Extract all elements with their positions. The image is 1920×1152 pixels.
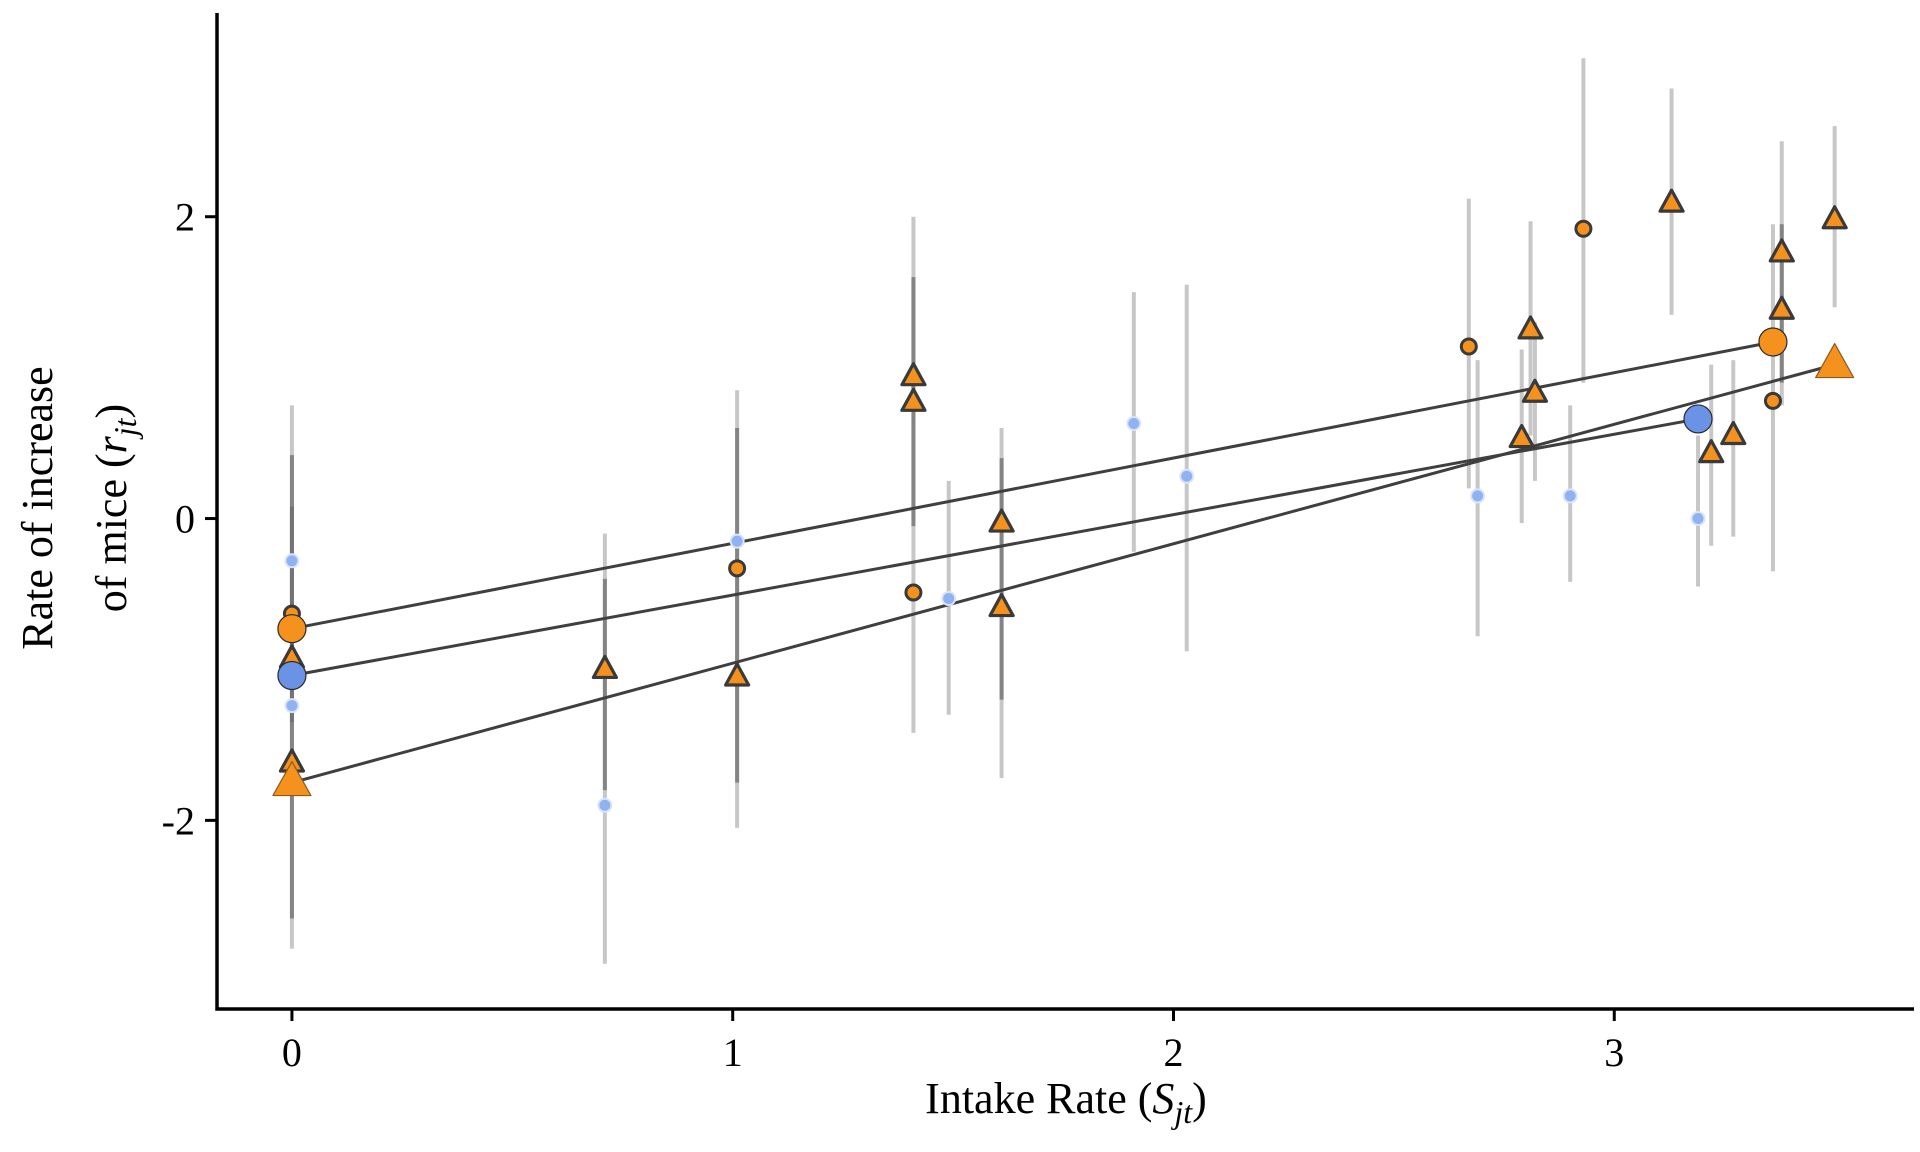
data-point (941, 591, 957, 607)
fit-line-3 (291, 363, 1836, 785)
data-point (1574, 219, 1593, 238)
data-point (1768, 238, 1795, 263)
data-point (1690, 511, 1706, 527)
x-tick-label: 2 (1163, 1030, 1183, 1075)
mean-point (1683, 404, 1713, 434)
data-point (728, 559, 747, 578)
data-point (724, 662, 751, 687)
data-point (988, 592, 1015, 618)
data-point (1821, 205, 1848, 230)
data-point (1508, 423, 1535, 449)
data-point (1126, 415, 1142, 431)
data-point (1521, 378, 1549, 403)
mean-point (1815, 342, 1855, 379)
error-bars (289, 58, 1837, 964)
data-point (988, 508, 1015, 533)
ticks: 0 1 2 3 -2 0 2 (162, 195, 1625, 1075)
data-point (591, 654, 618, 680)
data-point (1179, 468, 1195, 484)
data-point (1763, 391, 1782, 410)
axis-lines (215, 13, 1914, 1011)
fit-line-2 (291, 417, 1699, 677)
y-tick-label: 2 (175, 195, 195, 240)
data-point (904, 583, 923, 602)
y-axis-title-line2: of mice (rjt) (87, 404, 143, 612)
x-axis-title: Intake Rate (Sjt) (925, 1074, 1207, 1130)
fit-line-1 (291, 340, 1774, 631)
data-point (1658, 188, 1685, 213)
data-point (284, 553, 300, 569)
data-point (1768, 295, 1795, 320)
mean-point (272, 760, 312, 797)
data-point (284, 698, 300, 714)
fit-lines (291, 340, 1836, 785)
data-point (900, 362, 927, 387)
data-points (272, 188, 1855, 813)
data-point (1470, 488, 1486, 504)
data-point (900, 387, 927, 412)
x-tick-label: 0 (282, 1030, 302, 1075)
data-point (729, 533, 745, 549)
mean-point (277, 614, 307, 644)
data-point (1698, 439, 1725, 464)
data-point (1459, 337, 1478, 356)
y-axis-title-line1: Rate of increase (13, 366, 62, 649)
x-tick-label: 1 (723, 1030, 743, 1075)
mean-point (277, 660, 307, 691)
data-point (1720, 420, 1747, 446)
data-point (1517, 315, 1544, 340)
data-point (597, 797, 613, 813)
mean-point (1758, 327, 1788, 357)
x-tick-label: 3 (1604, 1030, 1624, 1075)
y-tick-label: 0 (175, 497, 195, 542)
y-tick-label: -2 (162, 798, 195, 843)
data-point (1562, 488, 1578, 504)
